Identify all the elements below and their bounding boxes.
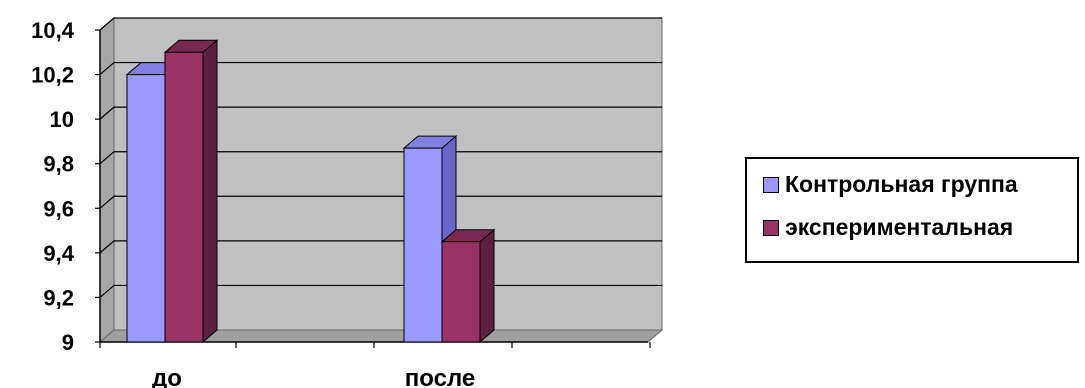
gridline	[99, 151, 662, 165]
y-tick-label: 9,8	[43, 152, 74, 177]
bar-experimental-after	[441, 241, 481, 343]
bar-side-experimental-after	[479, 228, 495, 344]
gridline	[99, 17, 662, 31]
y-tick-label: 9,6	[43, 196, 74, 221]
legend-swatch-experimental	[763, 219, 779, 236]
legend-label-experimental: экспериментальная	[785, 214, 1014, 240]
legend: Контрольная группа экспериментальная	[745, 157, 1079, 263]
bar-experimental-before	[164, 51, 204, 343]
y-tick-label: 10,2	[31, 63, 74, 88]
gridline	[99, 61, 662, 76]
x-category-label: до	[152, 365, 182, 388]
x-category-label: после	[405, 365, 475, 388]
bar-control-before	[126, 74, 166, 343]
y-tick-label: 10	[50, 107, 74, 132]
y-tick-label: 9	[62, 330, 74, 355]
y-tick-label: 9,2	[43, 285, 74, 310]
legend-item-experimental: экспериментальная	[763, 214, 1013, 241]
plot-side-wall	[99, 16, 115, 344]
legend-swatch-control	[763, 176, 779, 193]
y-tick-label: 10,4	[31, 18, 75, 43]
legend-item-control: Контрольная группа	[763, 171, 1018, 198]
bar-side-experimental-before	[202, 39, 218, 344]
bar-control-after	[403, 147, 443, 343]
y-tick-label: 9,4	[43, 241, 74, 266]
gridline	[99, 195, 662, 209]
legend-label-control: Контрольная группа	[785, 171, 1018, 197]
gridline	[99, 106, 662, 120]
